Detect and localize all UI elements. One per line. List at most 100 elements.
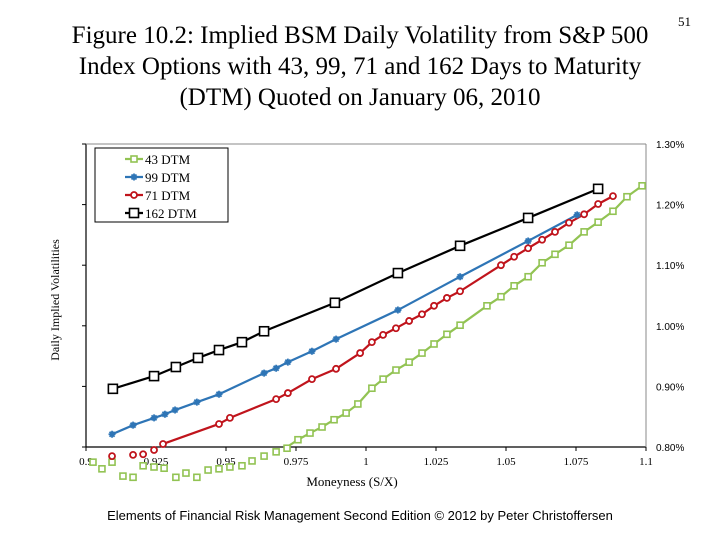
data-point [551,250,559,259]
data-point [443,294,451,302]
data-point [497,261,505,270]
data-point [456,273,464,281]
data-point [150,463,158,471]
series-line-segment [459,304,488,327]
data-point [551,227,559,236]
x-axis-label: Moneyness (S/X) [306,474,397,489]
data-point [170,361,182,373]
data-point [430,301,438,310]
data-point [171,406,179,414]
title-line-3: (DTM) Quoted on January 06, 2010 [179,84,541,111]
data-point [226,463,234,471]
title-line-2: Index Options with 43, 99, 71 and 162 Da… [78,53,642,80]
legend-label: 162 DTM [145,206,197,221]
series-line-segment [229,398,277,419]
series-line-segment [459,239,529,278]
data-point [638,182,646,190]
data-point [332,364,340,373]
data-point [592,183,604,195]
data-point [258,325,270,337]
data-point [108,430,116,438]
x-tick-label: 1.025 [424,456,449,468]
data-point [609,207,617,216]
data-point [524,244,533,253]
data-point [443,330,451,339]
series-line-segment [335,309,399,341]
data-point [392,366,400,374]
data-point [342,409,350,417]
data-point [283,389,292,397]
series-line-segment [459,264,502,293]
chart-title: Figure 10.2: Implied BSM Daily Volatilit… [0,20,720,113]
data-point [308,347,316,355]
data-point [594,218,602,226]
data-point [497,292,505,301]
data-point [284,358,292,366]
data-point [272,448,280,456]
legend-label: 71 DTM [145,188,191,203]
data-point [565,218,573,227]
data-point [193,473,201,482]
y-tick-label: 1.00% [656,322,684,333]
data-point [510,282,518,290]
data-point [456,321,464,329]
data-point [119,472,127,480]
series-line-segment [527,213,578,242]
data-point [260,369,268,377]
legend-label: 99 DTM [145,170,191,185]
data-point [160,464,168,473]
data-point [594,200,603,208]
data-point [130,173,138,181]
data-point [213,344,225,356]
data-point [159,440,167,448]
data-point [329,297,341,309]
data-point [238,461,246,470]
data-point [405,317,414,325]
data-point [367,338,376,347]
data-point [332,335,340,343]
series-line-segment [459,216,529,247]
data-point [248,457,256,465]
data-point [129,473,137,482]
series-line-segment [527,187,599,219]
data-point [89,458,97,466]
data-point [430,340,438,348]
data-point [139,450,148,459]
y-tick-label: 0.80% [656,443,684,454]
y-axis-label: Daily Implied Volatilities [48,239,62,361]
data-point [368,384,376,393]
data-point [538,258,546,267]
series-line-segment [196,393,220,404]
series-line-segment [334,272,399,304]
x-tick-label: 1.05 [496,456,516,468]
data-point [226,414,234,422]
data-point [524,272,532,281]
series-line-segment [111,424,134,436]
data-point [356,349,365,357]
data-point [108,452,116,460]
series-line-segment [112,375,155,390]
y-tick-label: 1.30% [656,140,684,151]
data-point [98,465,106,473]
series-line-segment [174,401,198,412]
data-point [150,446,158,454]
data-point [580,228,588,236]
data-point [130,191,138,199]
data-point [129,450,137,459]
series-line-segment [335,352,361,370]
series-line-segment [162,422,220,446]
page-number: 51 [678,14,691,29]
legend-label: 43 DTM [145,152,191,167]
data-point [318,423,326,431]
series-line-segment [311,367,337,381]
y-tick-label: 1.10% [656,261,684,272]
data-point [456,287,464,296]
title-line-1: Figure 10.2: Implied BSM Daily Volatilit… [71,22,649,49]
y-tick-label: 0.90% [656,382,684,393]
series-line-segment [287,378,313,395]
data-point [392,267,404,279]
series-line-segment [397,244,461,275]
data-point [573,211,581,219]
footer-credit: Elements of Financial Risk Management Se… [107,508,613,523]
data-point [283,444,291,453]
